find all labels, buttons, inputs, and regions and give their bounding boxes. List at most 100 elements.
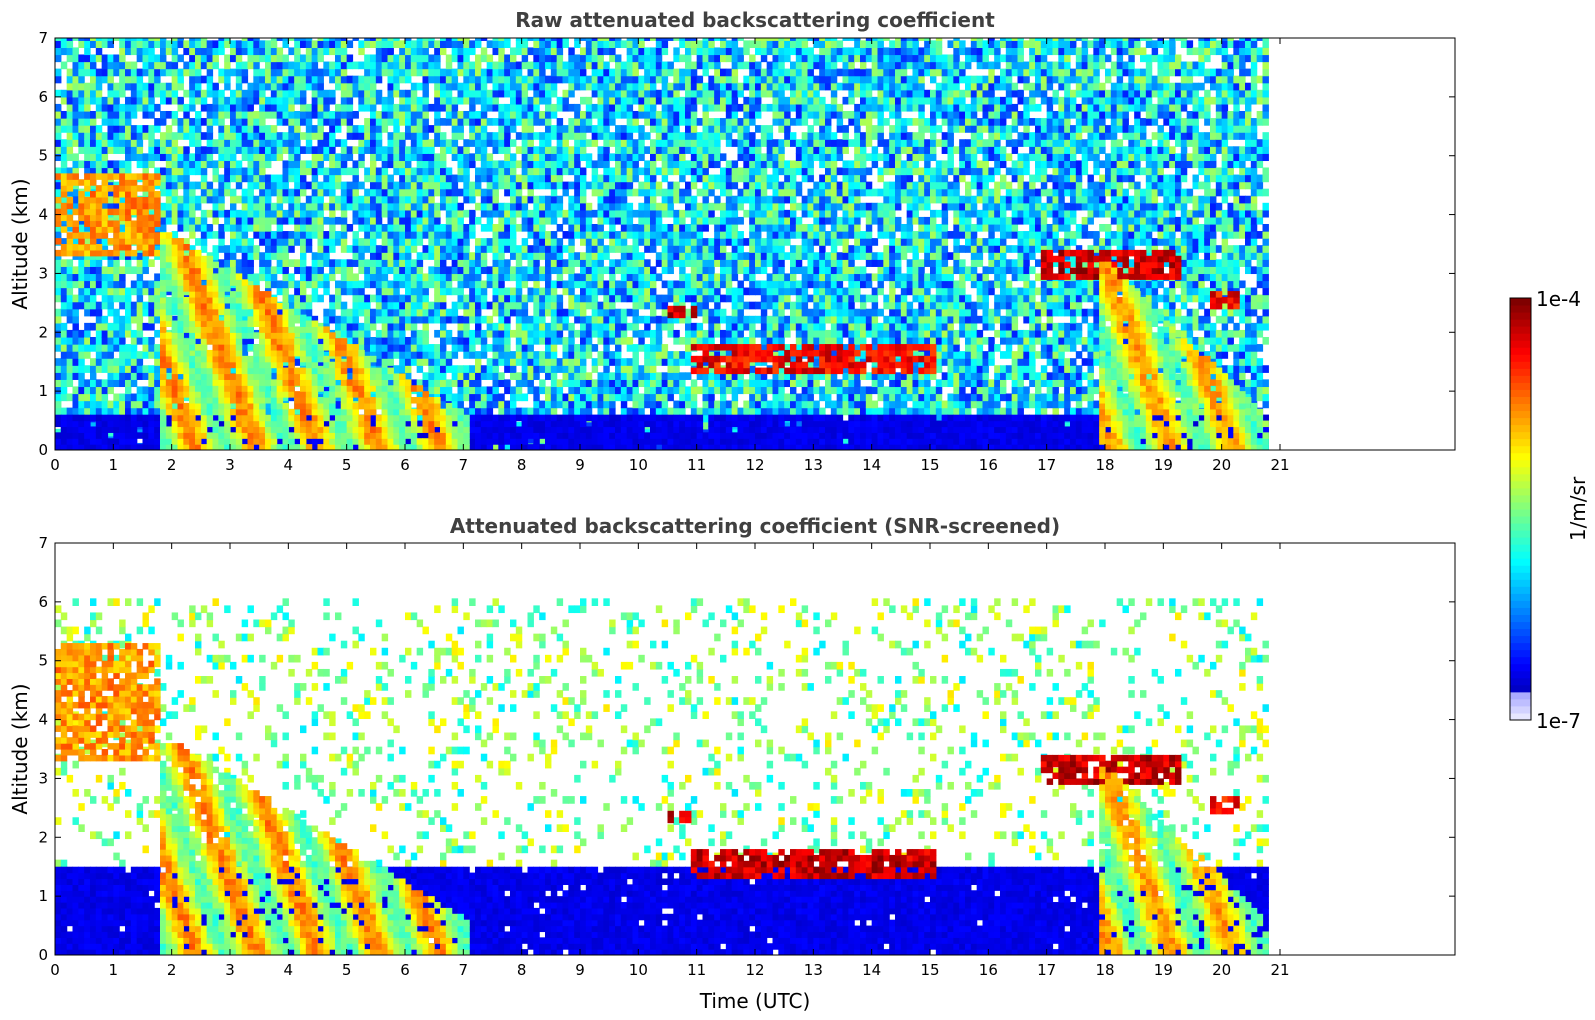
colorbar-swatch: [1510, 361, 1531, 369]
colorbar-swatch: [1510, 705, 1531, 714]
x-tick-label: 6: [400, 961, 410, 979]
colorbar-swatch: [1510, 417, 1531, 426]
colorbar-swatch: [1510, 516, 1531, 524]
colorbar-swatch: [1510, 340, 1531, 348]
x-tick-label: 15: [920, 961, 939, 979]
x-tick-label: 19: [1154, 961, 1173, 979]
x-tick-label: 4: [284, 961, 294, 979]
heatmap-feature-cloud: [55, 643, 161, 762]
x-tick-label: 11: [687, 961, 706, 979]
colorbar-swatch: [1510, 628, 1531, 637]
x-tick-label: 15: [920, 456, 939, 474]
heatmap-feature-cloud: [667, 810, 692, 824]
colorbar-swatch: [1510, 621, 1531, 630]
x-tick-label: 0: [50, 961, 60, 979]
heatmap-plot: [55, 598, 1269, 955]
x-tick-label: 10: [629, 456, 648, 474]
colorbar-frame: [1509, 297, 1532, 721]
colorbar-swatch: [1510, 473, 1531, 482]
colorbar-min-label: 1e-7: [1536, 709, 1581, 733]
x-axis-label: Time (UTC): [699, 989, 811, 1013]
x-tick-label: 18: [1095, 456, 1114, 474]
colorbar-swatch: [1510, 551, 1531, 559]
colorbar-swatch: [1510, 487, 1531, 496]
colorbar: 1e-4 1e-7 1/m/sr: [1509, 287, 1590, 733]
colorbar-swatch: [1510, 410, 1531, 419]
colorbar-swatch: [1510, 558, 1531, 566]
y-tick-label: 4: [38, 711, 48, 729]
x-tick-label: 4: [284, 456, 294, 474]
colorbar-swatch: [1510, 354, 1531, 362]
colorbar-swatch: [1510, 382, 1531, 390]
x-tick-label: 9: [575, 456, 585, 474]
colorbar-swatch: [1510, 389, 1531, 397]
colorbar-swatch: [1510, 375, 1531, 383]
colorbar-swatch: [1510, 565, 1531, 573]
heatmap-feature-cloud: [667, 305, 698, 319]
x-tick-label: 2: [167, 456, 177, 474]
raw-backscatter-panel: Raw attenuated backscattering coefficien…: [8, 8, 1456, 474]
colorbar-swatch: [1510, 319, 1531, 327]
x-tick-label: 1: [109, 961, 119, 979]
colorbar-swatch: [1510, 403, 1531, 412]
x-tick-label: 13: [804, 456, 823, 474]
colorbar-unit-label: 1/m/sr: [1566, 476, 1590, 541]
colorbar-swatch: [1510, 600, 1531, 608]
y-tick-label: 0: [38, 946, 48, 964]
colorbar-swatch: [1510, 537, 1531, 545]
x-tick-label: 13: [804, 961, 823, 979]
colorbar-swatch: [1510, 635, 1531, 644]
y-tick-label: 1: [38, 887, 48, 905]
colorbar-swatch: [1510, 586, 1531, 594]
colorbar-swatch: [1510, 298, 1531, 306]
colorbar-strip: [1510, 298, 1531, 721]
heatmap-feature-cloud: [1210, 291, 1240, 310]
y-tick-label: 5: [38, 652, 48, 670]
x-tick-label: 12: [745, 961, 764, 979]
x-tick-label: 2: [167, 961, 177, 979]
chart-title: Attenuated backscattering coefficient (S…: [450, 514, 1060, 538]
y-axis-label: Altitude (km): [8, 683, 32, 814]
colorbar-max-label: 1e-4: [1536, 287, 1581, 311]
x-tick-label: 17: [1037, 456, 1056, 474]
colorbar-swatch: [1510, 305, 1531, 313]
colorbar-swatch: [1510, 691, 1531, 700]
colorbar-swatch: [1510, 494, 1531, 503]
y-tick-label: 4: [38, 206, 48, 224]
x-tick-label: 5: [342, 961, 352, 979]
colorbar-swatch: [1510, 607, 1531, 615]
colorbar-swatch: [1510, 579, 1531, 587]
colorbar-swatch: [1510, 642, 1531, 651]
x-tick-label: 6: [400, 456, 410, 474]
y-tick-label: 6: [38, 593, 48, 611]
colorbar-swatch: [1510, 501, 1531, 510]
y-tick-label: 5: [38, 147, 48, 165]
x-tick-label: 21: [1270, 961, 1289, 979]
colorbar-swatch: [1510, 698, 1531, 707]
y-tick-label: 0: [38, 441, 48, 459]
x-tick-label: 11: [687, 456, 706, 474]
heatmap-feature-precipitation-fall: [160, 232, 470, 450]
y-tick-label: 7: [38, 534, 48, 552]
colorbar-swatch: [1510, 712, 1531, 721]
colorbar-swatch: [1510, 544, 1531, 552]
y-tick-label: 3: [38, 264, 48, 282]
colorbar-swatch: [1510, 368, 1531, 376]
y-axis-ticks: 0 1 2 3 4 5 6 7: [38, 534, 1455, 964]
colorbar-swatch: [1510, 438, 1531, 447]
x-tick-label: 1: [109, 456, 119, 474]
heatmap-feature-cloud: [690, 849, 937, 880]
x-tick-label: 14: [862, 456, 881, 474]
x-tick-label: 16: [979, 961, 998, 979]
colorbar-swatch: [1510, 656, 1531, 665]
x-tick-label: 20: [1212, 961, 1231, 979]
colorbar-swatch: [1510, 452, 1531, 461]
x-axis-ticks: 0 1 2 3 4 5 6 7 8 9 10 11 12 13 14 15 16 17 18 19 20 21: [50, 38, 1290, 474]
x-tick-label: 18: [1095, 961, 1114, 979]
colorbar-swatch: [1510, 593, 1531, 601]
heatmap-feature-precipitation-fall: [1099, 261, 1269, 450]
colorbar-swatch: [1510, 480, 1531, 489]
x-tick-label: 17: [1037, 961, 1056, 979]
x-tick-label: 9: [575, 961, 585, 979]
